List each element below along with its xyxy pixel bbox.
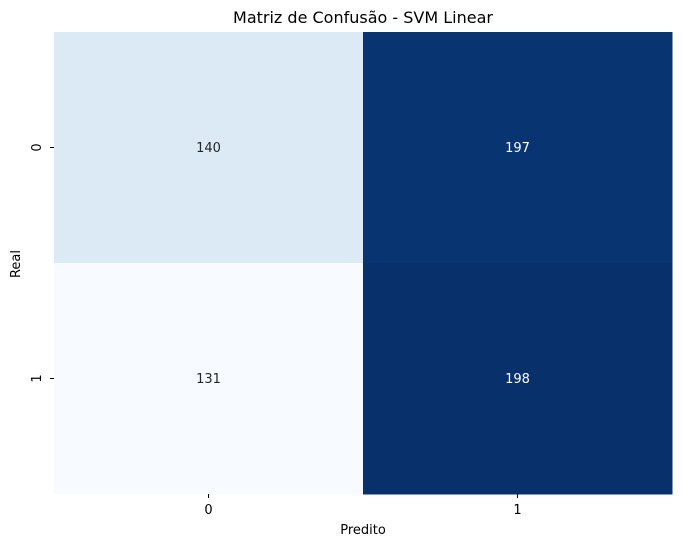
- cell-annotations: 140 197 131 198: [196, 141, 530, 387]
- y-tick-label-0: 0: [30, 143, 45, 151]
- cell-value-1-1: 198: [505, 372, 530, 387]
- chart-title: Matriz de Confusão - SVM Linear: [233, 8, 493, 27]
- y-axis: 01: [30, 143, 54, 383]
- y-tick-label-1: 1: [30, 374, 45, 382]
- heatmap-cell-1-1: [363, 263, 673, 495]
- cell-value-0-1: 197: [505, 141, 530, 156]
- x-axis-label: Predito: [340, 523, 386, 538]
- cell-value-1-0: 131: [196, 372, 221, 387]
- cell-value-0-0: 140: [196, 141, 221, 156]
- x-tick-label-1: 1: [513, 503, 521, 518]
- heatmap-cell-0-1: [363, 32, 673, 264]
- heatmap-cell-1-0: [54, 263, 364, 495]
- x-tick-label-0: 0: [204, 503, 212, 518]
- heatmap-cells: [54, 32, 673, 495]
- y-axis-label: Real: [9, 250, 24, 278]
- heatmap-cell-0-0: [54, 32, 364, 264]
